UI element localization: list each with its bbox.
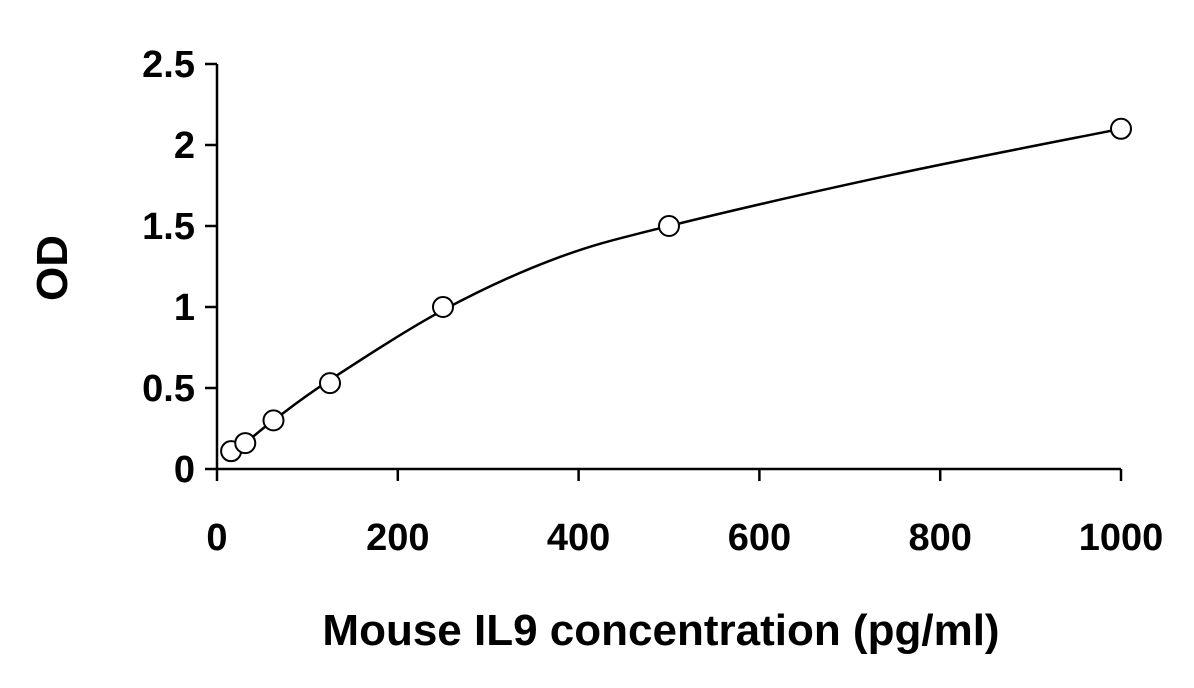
- y-tick-label: 2: [174, 125, 195, 167]
- data-point: [432, 296, 454, 318]
- y-tick-label: 2.5: [142, 44, 195, 86]
- x-tick-label: 200: [366, 517, 429, 559]
- data-point: [234, 432, 257, 455]
- y-axis-ticks: 0 0.5 1 1.5 2 2.5: [142, 44, 217, 491]
- y-axis-title: OD: [28, 235, 77, 301]
- x-axis-title: Mouse IL9 concentration (pg/ml): [322, 606, 999, 655]
- x-axis-ticks: 0 200 400 600 800 1000: [206, 469, 1163, 559]
- data-points: [220, 117, 1132, 463]
- x-tick-label: 800: [908, 517, 971, 559]
- data-point: [1110, 117, 1132, 140]
- data-point: [262, 409, 285, 432]
- x-tick-label: 0: [206, 517, 227, 559]
- axes: [215, 64, 1121, 471]
- x-tick-label: 400: [547, 517, 610, 559]
- data-point: [658, 215, 680, 237]
- y-tick-label: 1: [174, 287, 195, 329]
- y-tick-label: 0.5: [142, 368, 195, 410]
- x-tick-label: 1000: [1079, 517, 1164, 559]
- fit-curve: [230, 127, 1122, 456]
- x-tick-label: 600: [728, 517, 791, 559]
- y-tick-label: 1.5: [142, 206, 195, 248]
- y-tick-label: 0: [174, 449, 195, 491]
- data-point: [319, 372, 341, 395]
